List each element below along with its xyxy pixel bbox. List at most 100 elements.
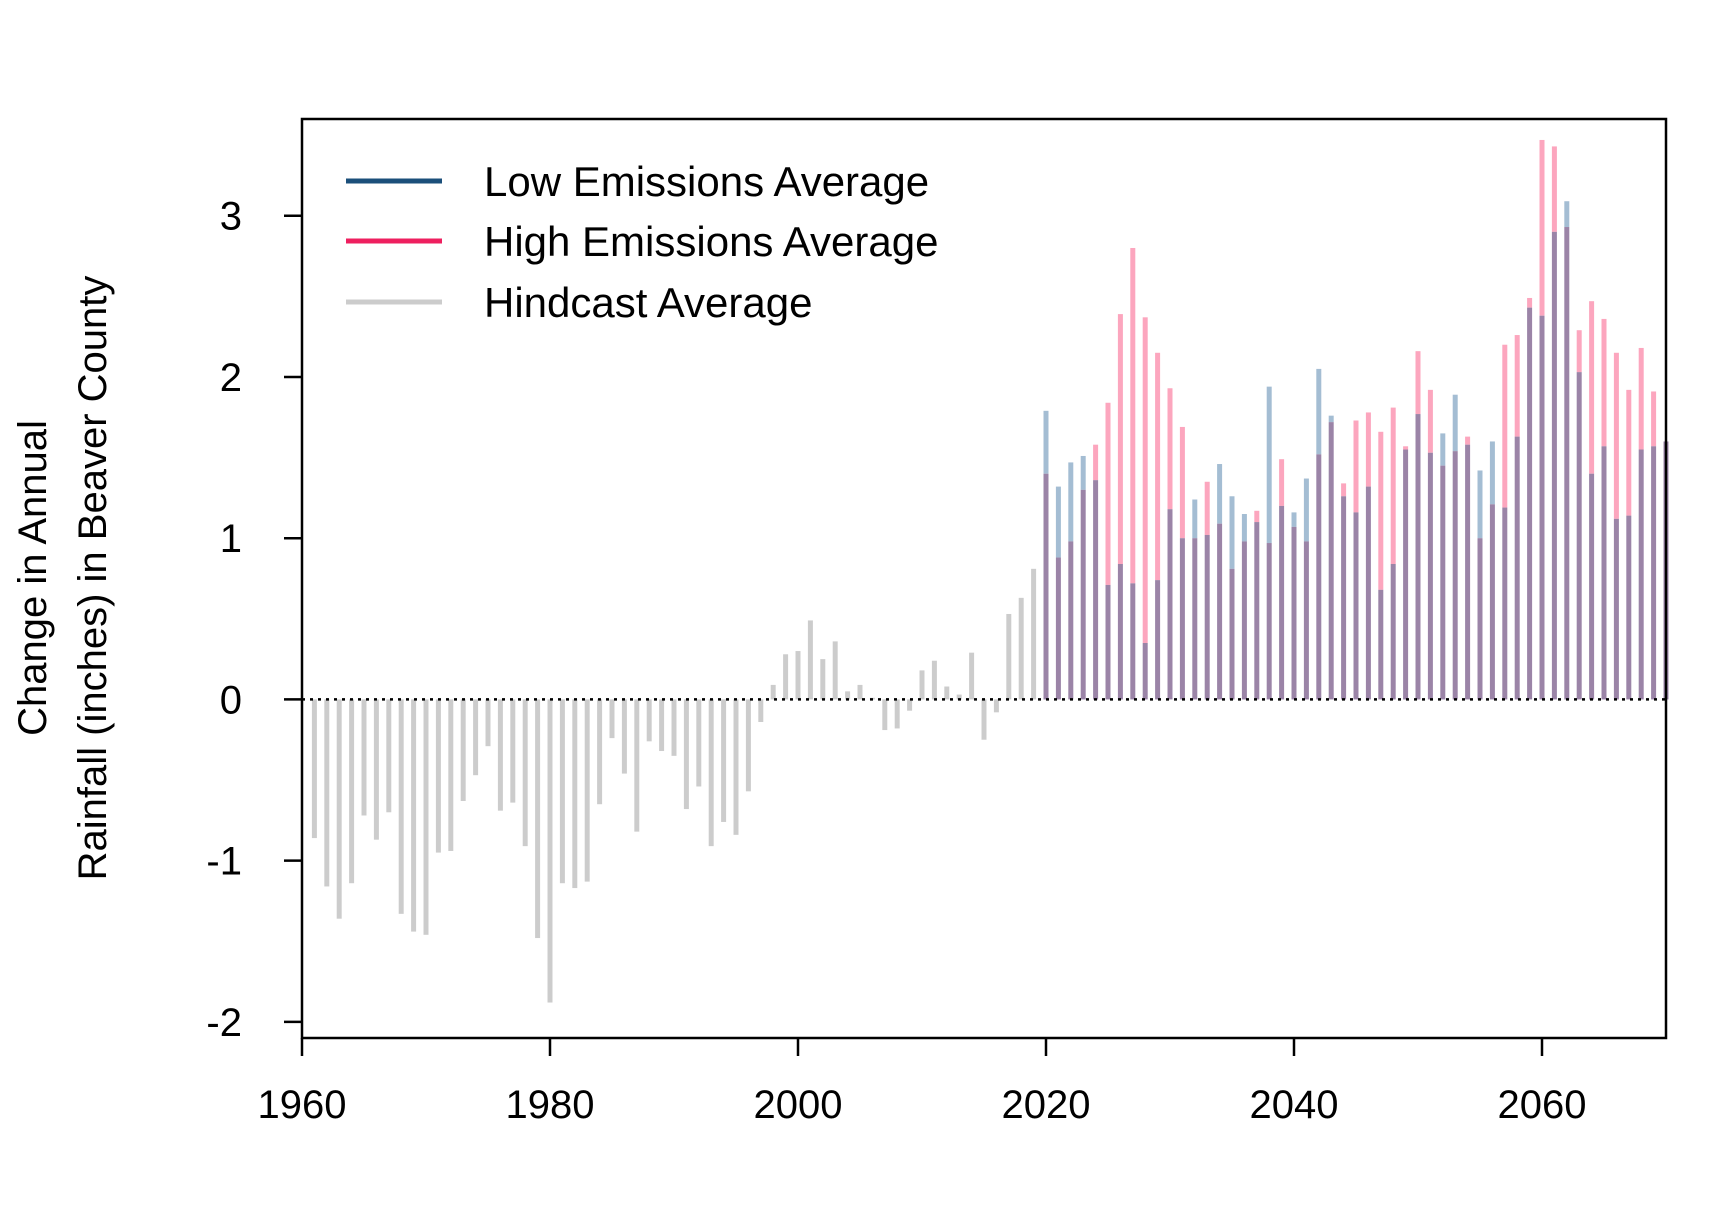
overlap-bar-2044 bbox=[1341, 496, 1347, 700]
overlap-bar-2024 bbox=[1093, 480, 1099, 700]
hindcast-bar-1962 bbox=[324, 699, 330, 887]
hindcast-bar-2000 bbox=[795, 651, 801, 700]
hindcast-bar-1965 bbox=[361, 699, 367, 816]
overlap-bar-2033 bbox=[1204, 534, 1210, 700]
high-emissions-bar-2045 bbox=[1353, 420, 1359, 513]
low-emissions-bar-2053 bbox=[1452, 394, 1458, 452]
high-emissions-bar-2054 bbox=[1465, 436, 1471, 445]
hindcast-bar-1983 bbox=[584, 699, 590, 882]
overlap-bar-2057 bbox=[1502, 507, 1508, 700]
hindcast-bar-1963 bbox=[336, 699, 342, 919]
overlap-bar-2063 bbox=[1576, 372, 1582, 700]
hindcast-bar-2018 bbox=[1018, 597, 1024, 700]
overlap-bar-2050 bbox=[1415, 414, 1421, 700]
overlap-bar-2051 bbox=[1427, 452, 1433, 700]
high-emissions-bar-2048 bbox=[1390, 407, 1396, 564]
overlap-bar-2053 bbox=[1452, 451, 1458, 700]
hindcast-bar-2009 bbox=[907, 699, 913, 711]
hindcast-bar-2014 bbox=[969, 652, 975, 700]
overlap-bar-2021 bbox=[1055, 557, 1061, 700]
high-emissions-bar-2029 bbox=[1155, 352, 1161, 581]
high-emissions-bar-2033 bbox=[1204, 481, 1210, 535]
hindcast-bar-1975 bbox=[485, 699, 491, 747]
low-emissions-bar-2052 bbox=[1440, 433, 1446, 466]
overlap-bar-2038 bbox=[1266, 543, 1272, 700]
overlap-bar-2034 bbox=[1217, 523, 1223, 700]
hindcast-bar-2016 bbox=[993, 699, 999, 713]
overlap-bar-2043 bbox=[1328, 422, 1334, 700]
low-emissions-bar-2038 bbox=[1266, 386, 1272, 544]
hindcast-bar-1979 bbox=[535, 699, 541, 939]
overlap-bar-2047 bbox=[1378, 589, 1384, 700]
overlap-bar-2062 bbox=[1564, 227, 1570, 700]
low-emissions-bar-2023 bbox=[1080, 455, 1086, 490]
hindcast-bar-1993 bbox=[708, 699, 714, 847]
low-emissions-bar-2022 bbox=[1068, 462, 1074, 542]
low-emissions-bar-2041 bbox=[1303, 478, 1309, 542]
hindcast-bar-1972 bbox=[448, 699, 454, 851]
hindcast-bar-2007 bbox=[882, 699, 888, 731]
x-tick-label: 1960 bbox=[258, 1083, 347, 1127]
hindcast-bar-1994 bbox=[721, 699, 727, 822]
hindcast-bar-2008 bbox=[894, 699, 900, 729]
hindcast-bar-1982 bbox=[572, 699, 578, 889]
high-emissions-bar-2039 bbox=[1279, 459, 1285, 506]
high-emissions-bar-2058 bbox=[1514, 335, 1520, 437]
low-emissions-bar-2062 bbox=[1564, 201, 1570, 228]
high-emissions-bar-2059 bbox=[1527, 297, 1533, 308]
hindcast-bar-1961 bbox=[311, 699, 317, 839]
high-emissions-bar-2066 bbox=[1613, 352, 1619, 519]
overlap-bar-2040 bbox=[1291, 526, 1297, 700]
legend-label: Low Emissions Average bbox=[484, 158, 929, 205]
y-tick-label: 1 bbox=[220, 517, 242, 561]
high-emissions-bar-2027 bbox=[1130, 247, 1136, 584]
overlap-bar-2035 bbox=[1229, 568, 1235, 700]
hindcast-bar-1997 bbox=[758, 699, 764, 722]
hindcast-bar-1989 bbox=[659, 699, 665, 752]
hindcast-bar-1971 bbox=[435, 699, 441, 853]
overlap-bar-2037 bbox=[1254, 522, 1260, 700]
overlap-bar-2036 bbox=[1241, 541, 1247, 700]
overlap-bar-2045 bbox=[1353, 512, 1359, 700]
low-emissions-bar-2042 bbox=[1316, 368, 1322, 455]
y-axis-title-line-1: Change in Annual bbox=[11, 420, 55, 736]
hindcast-bar-2005 bbox=[857, 684, 863, 700]
overlap-bar-2029 bbox=[1155, 580, 1161, 700]
hindcast-bar-2011 bbox=[931, 660, 937, 700]
overlap-bar-2059 bbox=[1527, 307, 1533, 700]
x-tick-label: 1980 bbox=[506, 1083, 595, 1127]
hindcast-bar-1995 bbox=[733, 699, 739, 835]
high-emissions-bar-2064 bbox=[1589, 301, 1595, 474]
high-emissions-bar-2031 bbox=[1179, 426, 1185, 539]
hindcast-bar-1973 bbox=[460, 699, 466, 801]
hindcast-bar-1974 bbox=[473, 699, 479, 776]
overlap-bar-2061 bbox=[1551, 231, 1557, 700]
overlap-bar-2069 bbox=[1651, 446, 1657, 700]
overlap-bar-2030 bbox=[1167, 509, 1173, 700]
high-emissions-bar-2046 bbox=[1365, 412, 1371, 487]
hindcast-bar-2017 bbox=[1006, 613, 1012, 700]
overlap-bar-2049 bbox=[1403, 449, 1409, 700]
hindcast-bar-1988 bbox=[646, 699, 652, 742]
hindcast-bar-1987 bbox=[634, 699, 640, 832]
y-tick-label: 0 bbox=[220, 678, 242, 722]
high-emissions-bar-2061 bbox=[1551, 146, 1557, 232]
hindcast-bar-1969 bbox=[411, 699, 417, 932]
hindcast-bar-2002 bbox=[820, 659, 826, 700]
overlap-bar-2055 bbox=[1477, 538, 1483, 700]
low-emissions-bar-2020 bbox=[1043, 410, 1049, 474]
hindcast-bar-1967 bbox=[386, 699, 392, 813]
high-emissions-bar-2057 bbox=[1502, 344, 1508, 508]
hindcast-bar-2003 bbox=[832, 641, 838, 700]
high-emissions-bar-2069 bbox=[1651, 391, 1657, 447]
x-tick-label: 2060 bbox=[1498, 1083, 1587, 1127]
y-axis-title-line-2: Rainfall (inches) in Beaver County bbox=[71, 276, 115, 881]
hindcast-bar-1980 bbox=[547, 699, 553, 1003]
hindcast-bar-1996 bbox=[745, 699, 751, 792]
overlap-bar-2023 bbox=[1080, 489, 1086, 700]
high-emissions-bar-2028 bbox=[1142, 317, 1148, 643]
high-emissions-bar-2068 bbox=[1638, 347, 1644, 450]
overlap-bar-2054 bbox=[1465, 444, 1471, 700]
low-emissions-bar-2021 bbox=[1055, 486, 1061, 558]
x-tick-label: 2020 bbox=[1002, 1083, 1091, 1127]
